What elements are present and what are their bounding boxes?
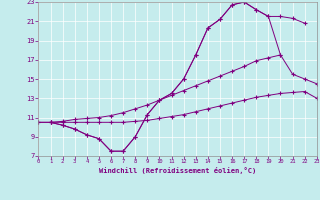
X-axis label: Windchill (Refroidissement éolien,°C): Windchill (Refroidissement éolien,°C) xyxy=(99,167,256,174)
